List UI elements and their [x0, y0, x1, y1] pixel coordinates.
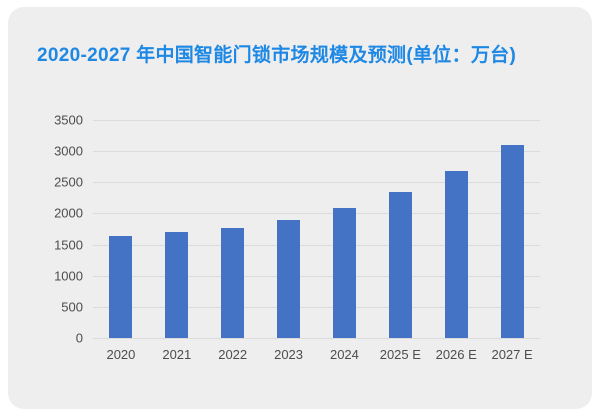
gridline: [93, 213, 540, 215]
y-axis-tick-label: 2500: [54, 174, 83, 190]
x-axis-tick-label: 2026 E: [435, 347, 477, 362]
chart-title: 2020-2027 年中国智能门锁市场规模及预测(单位：万台): [37, 45, 517, 66]
bar-2020: [109, 235, 133, 338]
y-axis-tick-label: 3500: [54, 112, 83, 128]
y-axis-tick-label: 1000: [54, 268, 83, 284]
bar-2023: [277, 219, 301, 338]
y-axis-tick-label: 2000: [54, 205, 83, 221]
x-axis-tick-label: 2021: [162, 347, 192, 362]
gridline: [93, 306, 540, 308]
bar-2024: [332, 207, 356, 338]
chart-card: 2020-2027 年中国智能门锁市场规模及预测(单位：万台) 0 500 1000…: [8, 7, 592, 409]
bar-2022: [221, 228, 245, 338]
x-axis-tick-label: 2024: [329, 347, 359, 362]
gridline: [93, 120, 540, 121]
y-axis-tick-label: 3000: [54, 143, 83, 159]
bar-2026-E: [444, 171, 468, 338]
y-axis-tick-label: 1500: [54, 237, 83, 253]
gridline: [93, 338, 540, 339]
bar-2021: [165, 232, 189, 338]
gridline: [93, 182, 540, 184]
x-axis-tick-label: 2025 E: [379, 347, 421, 362]
y-axis-tick-label: 500: [61, 299, 83, 315]
x-axis-tick-label: 2023: [274, 347, 304, 362]
gridline: [93, 275, 540, 277]
gridline: [93, 244, 540, 246]
x-axis-tick-label: 2020: [106, 347, 136, 362]
plot-area: 0 500 1000 1500 2000 2500 3000 3500 2020 2021 2022…: [54, 113, 540, 362]
bar-2027-E: [500, 144, 524, 338]
x-axis-tick-label: 2027 E: [491, 347, 533, 362]
x-axis-tick-label: 2022: [218, 347, 248, 362]
y-axis-tick-label: 0: [75, 330, 83, 346]
bar-2025-E: [388, 191, 412, 338]
gridline: [93, 151, 540, 153]
